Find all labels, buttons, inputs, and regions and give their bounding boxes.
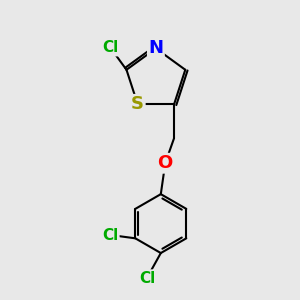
Text: Cl: Cl: [102, 40, 119, 55]
Text: O: O: [158, 154, 173, 172]
Text: S: S: [131, 95, 144, 113]
Text: Cl: Cl: [102, 228, 119, 243]
Text: Cl: Cl: [140, 271, 156, 286]
Text: N: N: [148, 39, 164, 57]
